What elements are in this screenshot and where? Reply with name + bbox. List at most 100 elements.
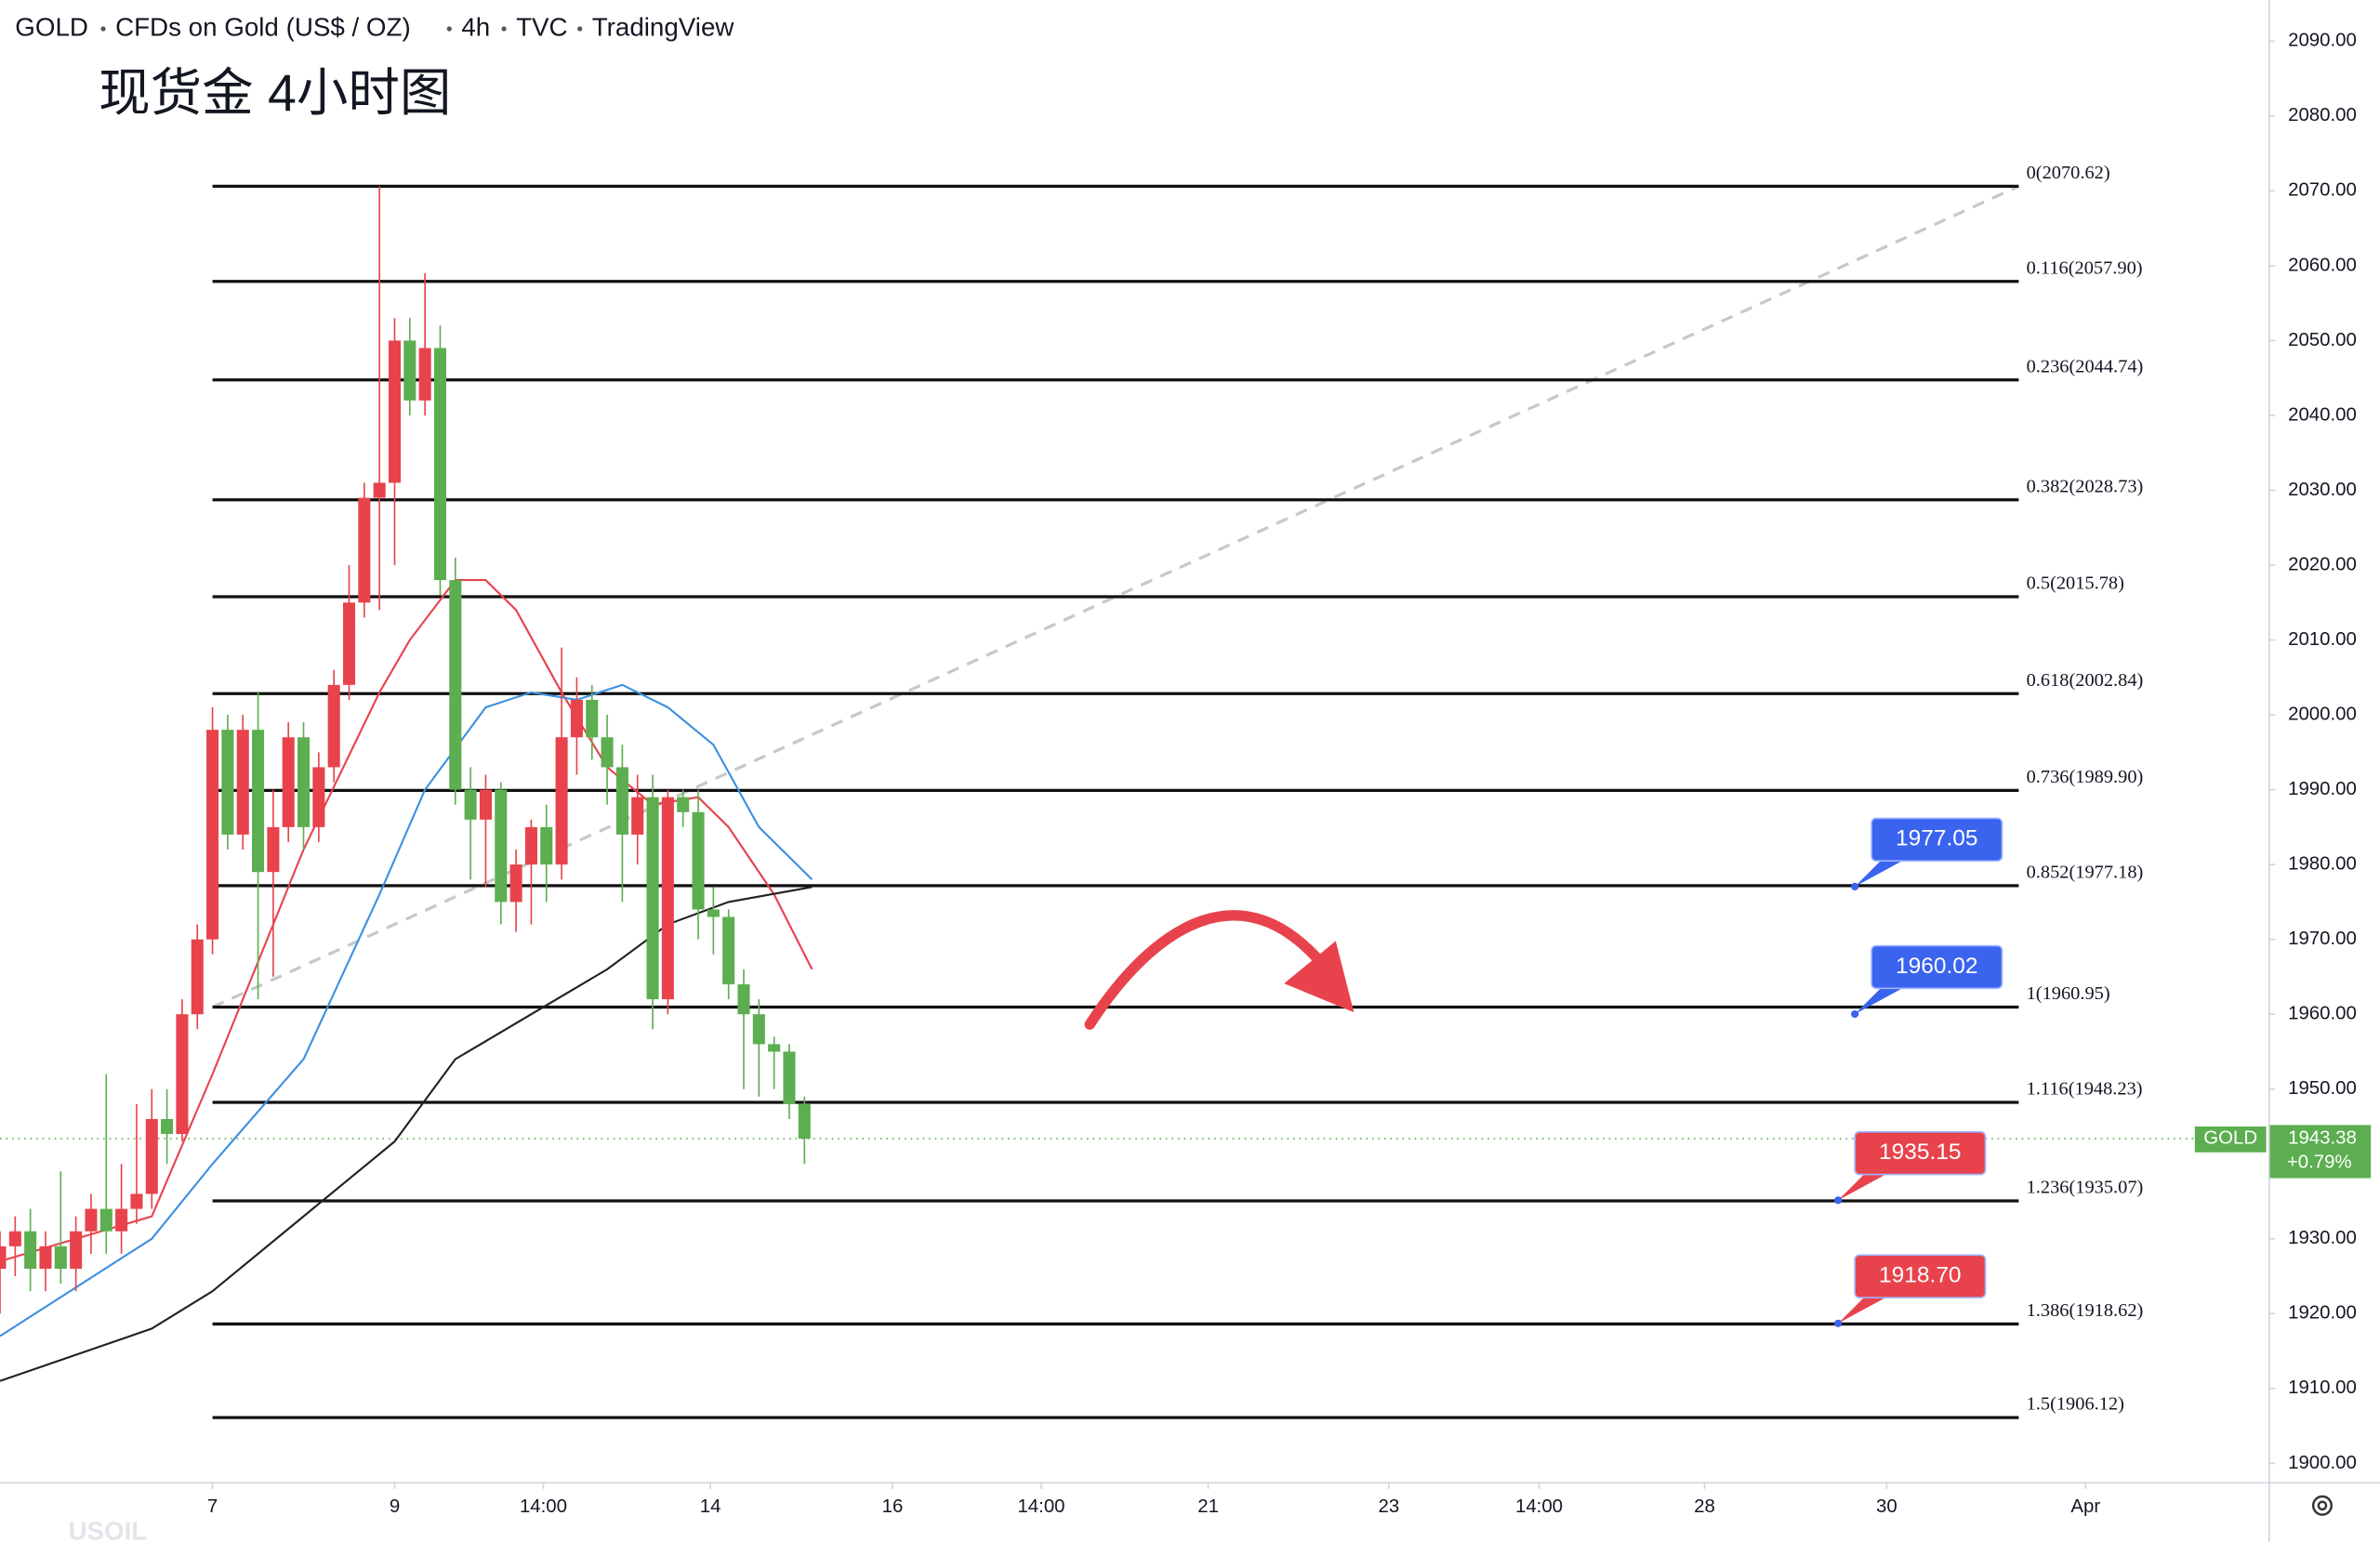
candle-body (509, 864, 522, 903)
candle-body (99, 1208, 112, 1232)
separator (577, 26, 583, 32)
candle-body (327, 684, 340, 768)
change-label: +0.79% (2287, 1153, 2352, 1173)
separator (501, 26, 507, 32)
x-tick-label: 21 (1197, 1496, 1219, 1517)
x-tick-label: Apr (2070, 1496, 2100, 1517)
candle-body (479, 789, 492, 820)
y-tick-label: 1960.00 (2288, 1004, 2357, 1024)
fib-label: 1.386(1918.62) (2027, 1300, 2144, 1321)
fib-label: 1(1960.95) (2027, 983, 2110, 1004)
price-tag-pointer (1855, 857, 1909, 887)
gear[interactable] (2311, 1495, 2333, 1516)
fib-label: 1.5(1906.12) (2027, 1394, 2124, 1415)
candle-body (601, 737, 614, 768)
candle-body (449, 580, 462, 790)
price-tag-anchor (1851, 1009, 1859, 1019)
candle-body (282, 737, 295, 827)
y-tick-label: 1900.00 (2288, 1453, 2357, 1473)
fib-label: 0.5(2015.78) (2027, 573, 2124, 594)
separator (100, 26, 106, 32)
y-tick-label: 1970.00 (2288, 929, 2357, 949)
candle-body (85, 1208, 98, 1232)
candle-body (373, 482, 386, 498)
candle-body (176, 1014, 189, 1135)
settings-icon[interactable] (2311, 1495, 2333, 1516)
fib-label: 0.236(2044.74) (2027, 356, 2144, 376)
candle-body (8, 1231, 21, 1246)
candle-body (236, 730, 249, 835)
x-tick-label: 7 (207, 1496, 218, 1517)
price-tag-label: 1960.02 (1896, 954, 1978, 979)
y-tick-label: 1910.00 (2288, 1377, 2357, 1398)
candle-body (115, 1208, 128, 1232)
candle-body (418, 348, 431, 401)
y-tick-label: 1930.00 (2288, 1228, 2357, 1248)
candle-body (358, 497, 371, 603)
candle-body (130, 1193, 143, 1209)
candle-body (555, 737, 568, 865)
fib-label: 0.116(2057.90) (2027, 257, 2143, 278)
fib-label: 0.382(2028.73) (2027, 476, 2144, 496)
candle-body (586, 699, 599, 738)
symbol-box (2194, 1126, 2267, 1153)
y-tick-label: 1990.00 (2288, 779, 2357, 799)
candle-body (722, 916, 735, 984)
x-tick-label: 30 (1876, 1496, 1897, 1517)
x-tick-label: 9 (390, 1496, 400, 1517)
price-box (2268, 1125, 2372, 1179)
symbol-label: GOLD (2203, 1127, 2257, 1148)
candle-body (615, 767, 628, 835)
candle-body (646, 797, 659, 1000)
candle-body (221, 730, 234, 835)
y-tick-label: 2010.00 (2288, 629, 2357, 650)
price-tag-pointer (1838, 1171, 1892, 1201)
fib-label: 0.618(2002.84) (2027, 670, 2144, 691)
candle-body (54, 1245, 67, 1269)
candle-body (783, 1051, 796, 1104)
x-tick-label: 28 (1694, 1496, 1715, 1517)
moving-average (0, 886, 813, 1382)
x-tick-label: 14:00 (1017, 1496, 1064, 1517)
y-tick-label: 1980.00 (2288, 854, 2357, 875)
candle-body (661, 797, 674, 1000)
candle-body (298, 737, 311, 827)
candle-body (570, 699, 583, 738)
fib-label: 1.116(1948.23) (2027, 1079, 2143, 1100)
header: GOLD CFDs on Gold (US$ / OZ) 4h TVC Trad… (15, 12, 734, 122)
fib-label: 0.852(1977.18) (2027, 862, 2144, 882)
candle-body (70, 1231, 83, 1269)
y-tick-label: 2060.00 (2288, 255, 2357, 275)
price-tag (1871, 817, 2003, 862)
candle-body (403, 340, 416, 401)
price-tag (1871, 944, 2003, 990)
price-tag-anchor (1834, 1319, 1843, 1327)
y-tick-label: 2020.00 (2288, 554, 2357, 574)
candle-body (737, 983, 750, 1015)
candle-body (752, 1014, 765, 1045)
candle-body (191, 939, 204, 1015)
candle-body (39, 1245, 52, 1269)
candle-body (342, 602, 356, 685)
candle-body (631, 797, 644, 835)
candle-body (145, 1118, 158, 1194)
price-tag-label: 1977.05 (1896, 826, 1978, 851)
separator (446, 26, 452, 32)
price-tag-pointer (1838, 1294, 1892, 1324)
x-tick-label: 23 (1379, 1496, 1400, 1517)
y-tick-label: 2040.00 (2288, 404, 2357, 425)
note-title: 现货金 4小时图 (99, 64, 451, 122)
candle-body (707, 909, 720, 917)
gear-hub[interactable] (2317, 1500, 2328, 1511)
moving-average (0, 683, 813, 1338)
y-tick-label: 1950.00 (2288, 1078, 2357, 1099)
y-tick-label: 2050.00 (2288, 330, 2357, 350)
candle-body (524, 826, 537, 865)
candle-body (388, 340, 402, 483)
candle-body (24, 1231, 37, 1269)
fib-label: 0.736(1989.90) (2027, 767, 2144, 787)
x-tick-label: 14:00 (520, 1496, 567, 1517)
candle-body (0, 1245, 7, 1269)
